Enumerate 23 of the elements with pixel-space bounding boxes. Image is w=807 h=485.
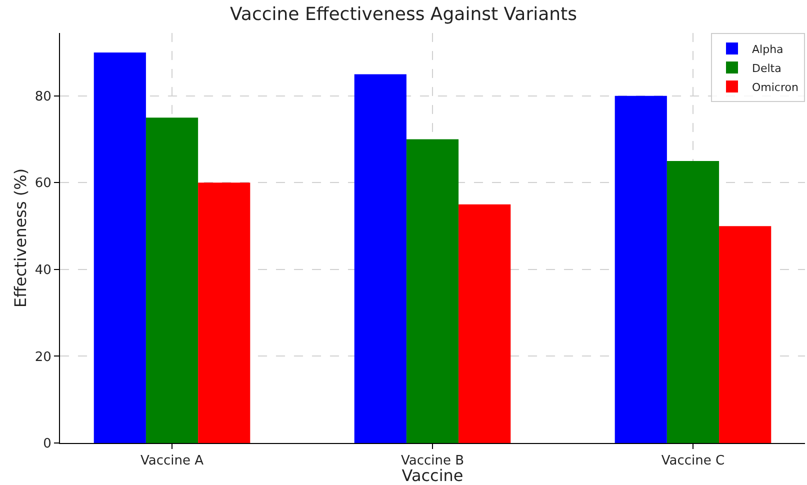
y-tick-label: 80 (34, 89, 52, 104)
bar (354, 74, 406, 443)
bar (198, 182, 250, 443)
bar (719, 226, 772, 443)
bar (94, 52, 146, 443)
y-tick-label: 60 (34, 176, 52, 192)
chart-title: Vaccine Effectiveness Against Variants (230, 4, 577, 25)
x-tick-label: Vaccine B (400, 454, 464, 469)
y-axis-title: Effectiveness (%) (10, 168, 30, 308)
legend-label: Delta (752, 62, 782, 75)
legend-label: Omicron (752, 80, 798, 94)
x-tick-label: Vaccine C (661, 454, 725, 469)
y-tick-label: 0 (43, 436, 52, 452)
y-tick-label: 40 (34, 263, 52, 278)
bar (146, 118, 198, 443)
y-tick-label: 20 (34, 350, 52, 365)
bar (666, 160, 720, 443)
bar (406, 139, 459, 443)
x-tick-label: Vaccine A (140, 454, 204, 469)
legend-label: Alpha (752, 42, 784, 56)
x-axis-title: Vaccine (402, 466, 464, 485)
bar (614, 96, 667, 443)
bar (458, 204, 511, 443)
